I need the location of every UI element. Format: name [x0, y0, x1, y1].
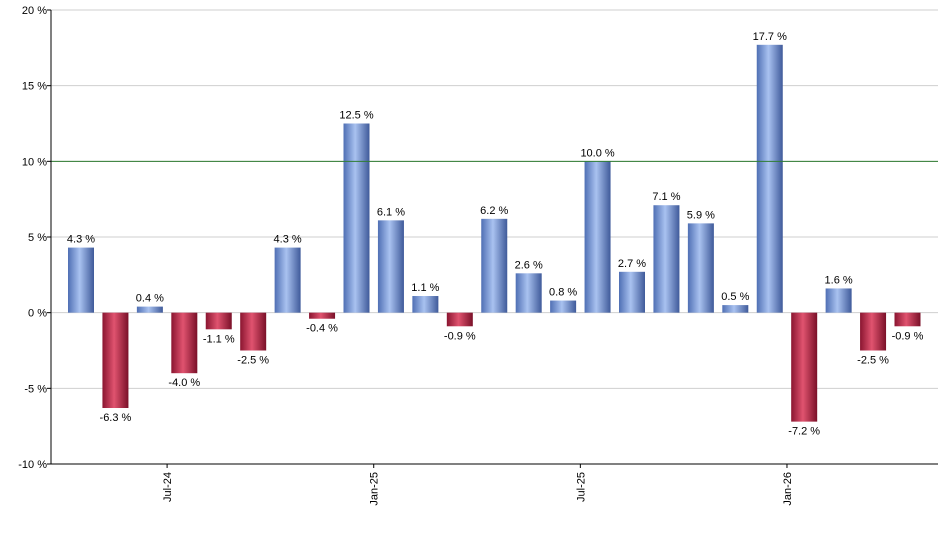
x-tick-label: Jan-26 — [782, 472, 794, 506]
bar — [343, 123, 370, 313]
bars — [68, 44, 921, 422]
x-tick-label: Jul-24 — [162, 472, 174, 502]
bar-value-label: 1.1 % — [411, 282, 439, 294]
bar-value-label: 6.2 % — [480, 205, 508, 217]
axes — [47, 9, 938, 468]
bar-value-label: 12.5 % — [339, 110, 373, 122]
bar-value-label: -4.0 % — [168, 377, 200, 389]
bar-value-label: -0.9 % — [444, 330, 476, 342]
bar — [309, 312, 336, 319]
bar-value-label: 4.3 % — [67, 234, 95, 246]
bar-value-label: 10.0 % — [580, 147, 614, 159]
bar — [825, 288, 852, 313]
bar — [894, 312, 921, 327]
bar — [550, 300, 577, 313]
y-tick-label: -5 % — [24, 383, 47, 395]
bar — [446, 312, 473, 327]
bar-value-label: -2.5 % — [857, 355, 889, 367]
x-tick-label: Jan-25 — [369, 472, 381, 506]
bar-value-label: -2.5 % — [237, 355, 269, 367]
bar — [240, 312, 267, 351]
y-tick-label: -10 % — [18, 459, 47, 471]
bar — [68, 247, 94, 313]
y-tick-label: 10 % — [22, 156, 47, 168]
bar-value-label: -0.4 % — [306, 323, 338, 335]
bar — [171, 312, 198, 374]
bar — [687, 223, 714, 313]
bar-value-label: 2.6 % — [515, 259, 543, 271]
bar — [860, 312, 887, 351]
bar — [102, 312, 129, 409]
bar-value-label: 1.6 % — [825, 274, 853, 286]
bar — [653, 205, 680, 313]
y-tick-label: 15 % — [22, 81, 47, 93]
bar-value-label: -6.3 % — [100, 412, 132, 424]
y-tick-label: 0 % — [28, 308, 47, 320]
bar-value-label: 7.1 % — [652, 191, 680, 203]
bar — [481, 218, 508, 313]
bar — [205, 312, 232, 330]
bar-value-label: 2.7 % — [618, 258, 646, 270]
bar — [619, 271, 645, 313]
bar-value-label: 0.8 % — [549, 287, 577, 299]
bar — [274, 247, 301, 313]
bar-value-label: 4.3 % — [274, 234, 302, 246]
labels: -10 % -5 % 0 % 5 % 10 % 15 % 20 % 4.3 % -6.3 % 0.… — [18, 5, 923, 506]
x-tick-label: Jul-25 — [575, 472, 587, 502]
bar-value-label: -1.1 % — [203, 333, 235, 345]
bar-value-label: 17.7 % — [753, 31, 787, 43]
bar — [515, 273, 542, 313]
bar-value-label: 6.1 % — [377, 206, 405, 218]
bar-value-label: 5.9 % — [687, 209, 715, 221]
bar — [756, 44, 783, 313]
y-tick-label: 20 % — [22, 5, 47, 17]
bar — [412, 296, 439, 313]
bar — [584, 161, 611, 313]
bar — [722, 305, 749, 313]
bar — [377, 220, 404, 313]
bar — [136, 306, 163, 313]
bar-value-label: -0.9 % — [892, 330, 924, 342]
bar-value-label: -7.2 % — [788, 426, 820, 438]
bar — [791, 312, 818, 422]
bar-value-label: 0.4 % — [136, 293, 164, 305]
bar-value-label: 0.5 % — [721, 291, 749, 303]
y-tick-label: 5 % — [28, 232, 47, 244]
